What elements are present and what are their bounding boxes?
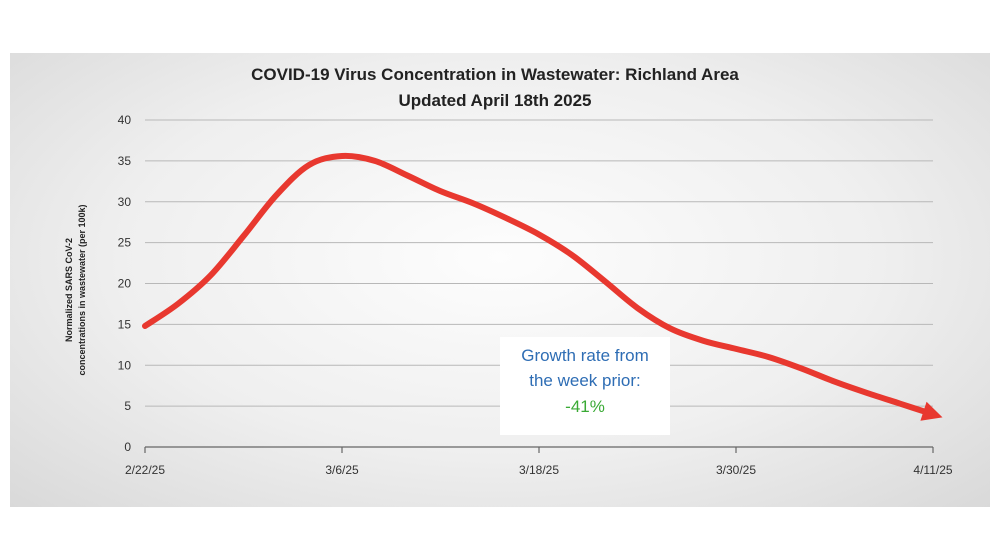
series-layer <box>142 152 943 421</box>
annotation-line-2: the week prior: <box>529 371 641 390</box>
annotation-line-1: Growth rate from <box>521 346 649 365</box>
y-axis-label-line-2: concentrations in wastewater (per 100k) <box>77 204 87 375</box>
y-tick-label: 35 <box>118 154 132 168</box>
annotation-box <box>500 337 670 435</box>
x-tick-label: 2/22/25 <box>125 463 165 477</box>
annotation-value: -41% <box>565 397 605 416</box>
x-tick-label: 3/30/25 <box>716 463 756 477</box>
y-axis-label: Normalized SARS CoV-2 concentrations in … <box>64 204 87 375</box>
x-tick-label: 3/6/25 <box>325 463 359 477</box>
chart-title: COVID-19 Virus Concentration in Wastewat… <box>251 65 739 84</box>
y-tick-label: 5 <box>124 399 131 413</box>
x-tick-label: 4/11/25 <box>913 463 952 477</box>
x-axis-ticks: 2/22/25 3/6/25 3/18/25 3/30/25 4/11/25 <box>125 447 953 477</box>
y-axis-ticks: 0 5 10 15 20 25 30 35 40 <box>118 113 132 454</box>
chart-subtitle: Updated April 18th 2025 <box>398 91 591 110</box>
y-tick-label: 15 <box>118 317 132 331</box>
y-tick-label: 20 <box>118 277 132 291</box>
y-tick-label: 30 <box>118 195 132 209</box>
y-tick-label: 25 <box>118 236 132 250</box>
y-tick-label: 0 <box>124 440 131 454</box>
y-tick-label: 10 <box>118 358 132 372</box>
growth-rate-annotation: Growth rate from the week prior: -41% <box>500 337 670 435</box>
y-tick-label: 40 <box>118 113 132 127</box>
series-arrowhead <box>920 401 943 421</box>
x-tick-label: 3/18/25 <box>519 463 559 477</box>
y-axis-label-line-1: Normalized SARS CoV-2 <box>64 238 74 342</box>
